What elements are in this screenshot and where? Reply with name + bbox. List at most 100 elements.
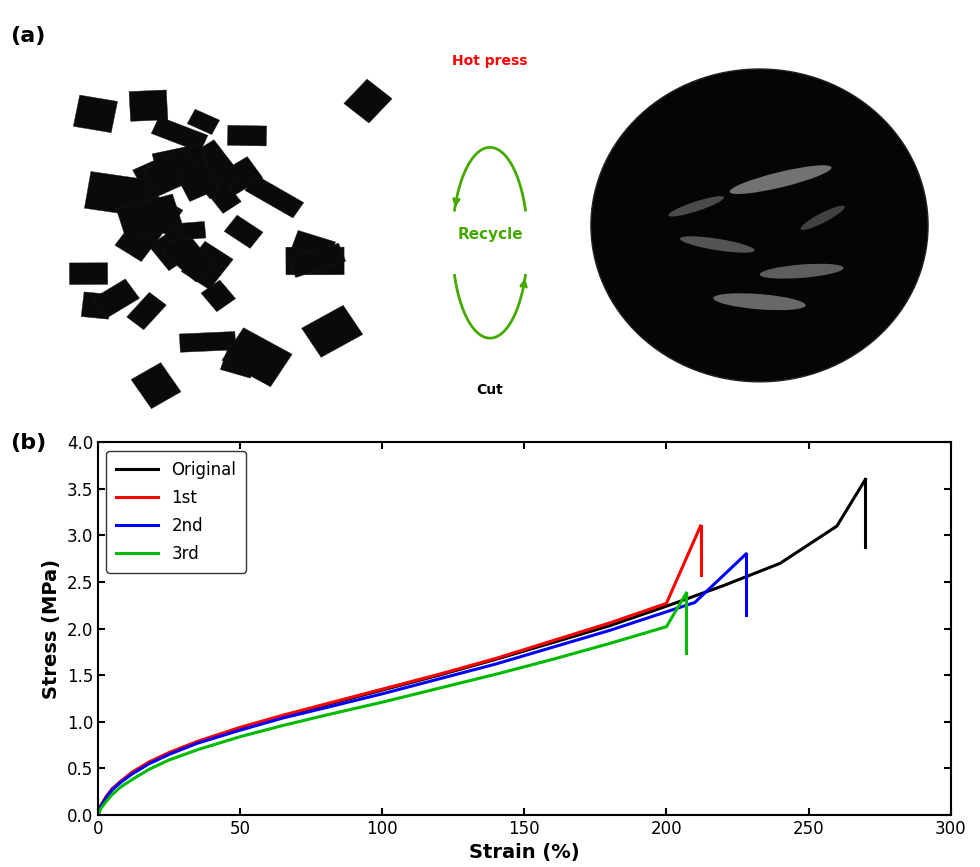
Polygon shape [74,95,118,133]
Ellipse shape [801,205,845,230]
3rd [115,782,126,792]
Polygon shape [125,190,170,229]
3rd [95,803,107,813]
1st [115,776,126,786]
Polygon shape [245,175,304,218]
Polygon shape [166,221,206,241]
Ellipse shape [591,69,928,381]
Original [604,621,615,631]
2nd [277,713,289,723]
1st [106,784,119,794]
3rd [680,588,692,598]
Polygon shape [84,172,148,217]
Polygon shape [92,279,139,318]
1st [234,722,246,733]
Polygon shape [187,109,220,134]
Polygon shape [221,328,292,387]
1st [604,618,615,629]
Original [859,474,871,485]
3rd [376,697,388,707]
Ellipse shape [760,264,844,278]
Original [192,737,204,747]
Polygon shape [288,244,346,277]
Ellipse shape [713,293,806,310]
Original [490,654,502,664]
1st [192,736,204,746]
X-axis label: Strain (%): Strain (%) [469,844,579,863]
Ellipse shape [680,237,755,252]
3rd [319,710,331,720]
2nd [234,725,246,735]
2nd [115,777,126,787]
1st [319,699,331,709]
Polygon shape [132,154,184,200]
Polygon shape [201,280,235,312]
Original [101,791,113,801]
Polygon shape [292,231,335,259]
Polygon shape [220,345,259,378]
Polygon shape [70,263,108,284]
3rd [547,654,559,664]
Original [92,810,104,820]
2nd [126,769,138,779]
3rd [490,669,502,680]
1st [695,521,707,531]
Polygon shape [179,331,236,352]
Original [376,685,388,695]
Polygon shape [152,144,210,188]
Line: 1st: 1st [98,526,701,815]
2nd [143,759,155,769]
3rd [92,810,104,820]
2nd [433,674,445,684]
1st [126,767,138,778]
1st [547,636,559,646]
2nd [106,785,119,795]
Polygon shape [131,362,181,408]
Y-axis label: Stress (MPa): Stress (MPa) [42,558,61,699]
Polygon shape [117,194,183,242]
1st [101,791,113,801]
Original [319,700,331,710]
3rd [163,755,174,766]
Original [277,711,289,721]
3rd [277,720,289,731]
3rd [101,796,113,806]
Ellipse shape [668,196,724,217]
Polygon shape [126,292,167,329]
1st [277,710,289,720]
2nd [95,801,107,812]
Original [126,768,138,779]
Polygon shape [138,194,183,235]
Line: 3rd: 3rd [98,593,686,815]
Original [831,521,843,531]
2nd [192,738,204,748]
1st [490,653,502,663]
Polygon shape [115,215,164,262]
Polygon shape [162,234,216,282]
1st [376,684,388,694]
Original [143,758,155,768]
2nd [740,549,752,559]
Original [717,581,729,591]
3rd [433,683,445,694]
Text: Cut: Cut [476,383,504,397]
Polygon shape [144,149,200,195]
Original [661,601,672,611]
2nd [101,792,113,803]
3rd [234,732,246,742]
Polygon shape [302,305,363,357]
Line: 2nd: 2nd [98,554,746,815]
Text: Hot press: Hot press [452,54,528,68]
Original [774,558,786,569]
3rd [604,638,615,649]
3rd [143,764,155,774]
Polygon shape [81,292,112,319]
3rd [106,789,119,799]
1st [661,598,672,609]
1st [433,669,445,680]
Polygon shape [151,117,208,152]
Polygon shape [224,215,263,248]
2nd [547,642,559,652]
Text: (b): (b) [10,434,46,453]
Original [234,723,246,733]
